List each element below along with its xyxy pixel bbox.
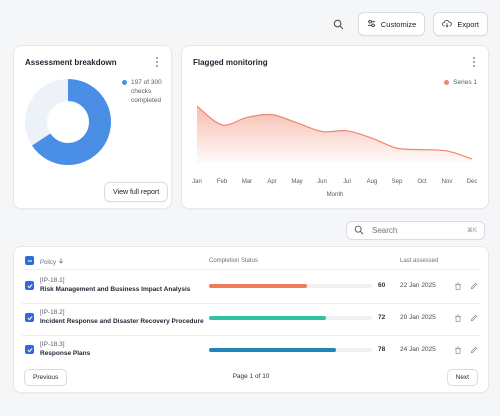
row-divider: [22, 303, 480, 304]
x-tick-label: Dec: [467, 179, 478, 185]
row-checkbox[interactable]: [25, 281, 34, 290]
completion-bar: [209, 316, 372, 320]
customize-label: Customize: [380, 19, 417, 29]
legend-series-label: Series 1: [453, 79, 477, 86]
donut-legend: 197 of 300 checks completed: [122, 78, 162, 105]
donut-completed-segment: [25, 79, 111, 165]
completion-value: 60: [378, 282, 386, 289]
chart-legend: Series 1: [444, 79, 477, 86]
cloud-download-icon: [442, 19, 453, 30]
completion-status-column-header: Completion Status: [209, 258, 259, 264]
page-indicator: Page 1 of 10: [232, 373, 270, 380]
policy-id: [IP-18.1]: [40, 277, 65, 284]
last-assessed-date: 24 Jan 2025: [400, 346, 436, 353]
legend-checks-text: checks: [131, 88, 152, 95]
edit-pencil-icon[interactable]: [470, 314, 478, 322]
row-divider: [22, 335, 480, 336]
export-label: Export: [457, 19, 479, 29]
flagged-monitoring-area-chart: Jan Feb Mar Apr May Jun Jul Aug Sep Oct Nov Dec Mont…: [192, 105, 478, 198]
search-box[interactable]: ⌘K: [346, 221, 485, 240]
x-tick-label: Feb: [217, 179, 228, 185]
x-tick-label: Oct: [417, 179, 427, 185]
x-tick-label: Jul: [343, 179, 351, 185]
edit-pencil-icon[interactable]: [470, 346, 478, 354]
completion-bar: [209, 348, 372, 352]
legend-dot: [444, 80, 450, 85]
x-tick-label: Jun: [317, 179, 327, 185]
assessment-card-title: Assessment breakdown: [25, 58, 117, 67]
top-toolbar: Customize Export: [328, 12, 488, 36]
legend-dot: [122, 80, 127, 85]
trash-icon[interactable]: [454, 282, 462, 290]
assessment-breakdown-card: Assessment breakdown 197 of 300 checks c…: [13, 45, 172, 209]
completion-value: 72: [378, 314, 386, 321]
policy-name[interactable]: Risk Management and Business Impact Anal…: [40, 286, 191, 293]
row-checkbox[interactable]: [25, 345, 34, 354]
trash-icon[interactable]: [454, 346, 462, 354]
completion-value: 78: [378, 346, 386, 353]
customize-button[interactable]: Customize: [357, 12, 426, 36]
legend-count-text: 197 of 300: [131, 79, 162, 86]
policy-table: Policy Completion Status Last assessed […: [13, 246, 489, 393]
last-assessed-date: 20 Jan 2025: [400, 314, 436, 321]
export-button[interactable]: Export: [433, 12, 488, 36]
x-tick-label: Apr: [267, 179, 276, 185]
series-area-fill: [197, 106, 472, 163]
search-icon: [354, 222, 364, 240]
policy-name[interactable]: Response Plans: [40, 350, 91, 357]
legend-completed-text: completed: [131, 97, 161, 104]
search-shortcut: ⌘K: [466, 228, 477, 234]
x-tick-label: May: [291, 179, 302, 185]
x-tick-label: Mar: [242, 179, 252, 185]
x-tick-label: Nov: [442, 179, 453, 185]
search-icon[interactable]: [328, 13, 350, 35]
sliders-icon: [367, 19, 376, 30]
policy-column-header[interactable]: Policy: [40, 258, 64, 266]
x-tick-label: Aug: [367, 179, 378, 185]
last-assessed-date: 22 Jan 2025: [400, 282, 436, 289]
header-divider: [22, 269, 480, 270]
last-assessed-column-header: Last assessed: [400, 258, 439, 264]
next-page-button[interactable]: Next: [446, 369, 478, 386]
edit-pencil-icon[interactable]: [470, 282, 478, 290]
more-options-icon[interactable]: [152, 56, 162, 68]
more-options-icon[interactable]: [469, 56, 479, 68]
row-checkbox[interactable]: [25, 313, 34, 322]
series-line: [196, 105, 473, 160]
sort-arrow-icon: [58, 258, 63, 264]
x-tick-label: Sep: [392, 179, 403, 185]
completion-bar: [209, 284, 372, 288]
trash-icon[interactable]: [454, 314, 462, 322]
view-full-report-button[interactable]: View full report: [104, 182, 169, 202]
previous-page-button[interactable]: Previous: [24, 369, 68, 386]
x-tick-label: Jan: [192, 179, 202, 185]
assessment-donut-chart: [25, 79, 111, 165]
policy-name[interactable]: Incident Response and Disaster Recovery …: [40, 318, 204, 325]
policy-id: [IP-18.2]: [40, 309, 65, 316]
x-axis-label: Month: [327, 192, 344, 198]
policy-id: [IP-18.3]: [40, 341, 65, 348]
select-all-checkbox[interactable]: [25, 256, 34, 265]
flagged-monitoring-card: Flagged monitoring Series 1 Jan Feb Mar Apr…: [181, 45, 489, 209]
monitoring-card-title: Flagged monitoring: [193, 58, 268, 67]
search-input[interactable]: [370, 225, 461, 236]
